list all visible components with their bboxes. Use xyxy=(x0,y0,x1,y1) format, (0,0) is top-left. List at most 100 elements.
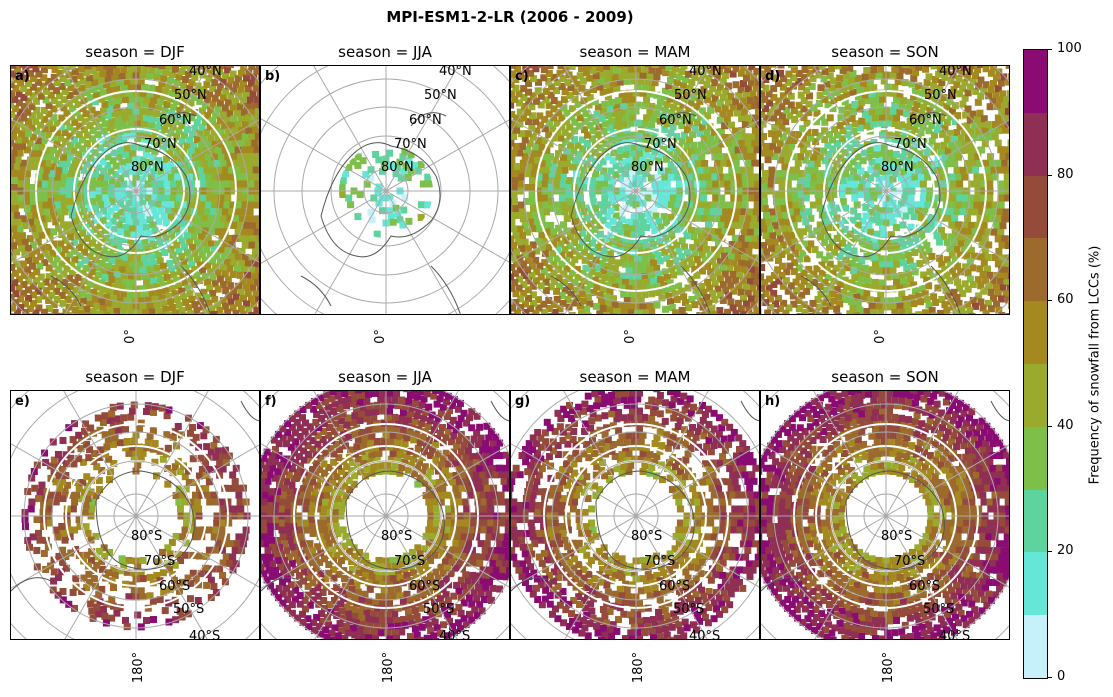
colorbar-tick-mark xyxy=(1048,425,1052,427)
latitude-label: 80°N xyxy=(131,160,164,175)
coastline xyxy=(300,112,461,314)
coastline xyxy=(800,112,961,314)
latitude-label: 40°S xyxy=(689,629,721,640)
colorbar xyxy=(1023,49,1048,679)
coastline xyxy=(11,400,259,592)
graticule xyxy=(761,66,1009,314)
polar-map xyxy=(761,66,1009,314)
longitude-label: 0° xyxy=(122,329,138,344)
panel-label: e) xyxy=(15,394,30,409)
map-panel-e: e) 80°S 70°S 60°S 50°S 40°S xyxy=(10,390,260,640)
colorbar-tick-mark xyxy=(1048,677,1052,678)
longitude-label: 0° xyxy=(622,329,638,344)
panel-label: b) xyxy=(265,69,281,84)
graticule xyxy=(11,391,259,639)
snowfall-field xyxy=(511,391,759,639)
latitude-label: 40°N xyxy=(439,65,472,79)
latitude-label: 80°N xyxy=(881,160,914,175)
latitude-label: 80°N xyxy=(381,160,414,175)
panel-title: season = MAM xyxy=(579,368,691,386)
panel-label: d) xyxy=(765,69,781,84)
polar-map xyxy=(761,391,1009,639)
latitude-label: 50°N xyxy=(424,88,457,103)
latitude-label: 60°N xyxy=(659,113,692,128)
longitude-label: 0° xyxy=(872,329,888,344)
map-panel-h: h) 80°S 70°S 60°S 50°S 40°S xyxy=(760,390,1010,640)
panel-title: season = JJA xyxy=(338,368,432,386)
latitude-label: 60°S xyxy=(909,579,941,594)
colorbar-tick-mark xyxy=(1048,551,1052,553)
latitude-label: 60°S xyxy=(659,579,691,594)
longitude-label: 180° xyxy=(631,651,647,684)
map-panel-f: f) 80°S 70°S 60°S 50°S 40°S xyxy=(260,390,510,640)
colorbar-bin xyxy=(1024,301,1047,364)
latitude-label: 70°S xyxy=(394,554,426,569)
colorbar-tick-label: 60 xyxy=(1057,292,1074,308)
colorbar-bin xyxy=(1024,489,1047,553)
polar-map xyxy=(11,391,259,639)
latitude-label: 50°N xyxy=(674,88,707,103)
coastline xyxy=(761,400,1009,592)
colorbar-tick-mark xyxy=(1048,174,1052,176)
graticule xyxy=(261,391,509,639)
map-panel-d: d) 40°N 50°N 60°N 70°N 80°N xyxy=(760,65,1010,315)
coastline xyxy=(550,112,711,314)
panel-label: h) xyxy=(765,394,781,409)
latitude-label: 70°N xyxy=(144,137,177,152)
latitude-label: 80°S xyxy=(881,529,913,544)
colorbar-tick-label: 40 xyxy=(1057,417,1074,433)
latitude-label: 60°S xyxy=(159,579,191,594)
latitude-label: 40°N xyxy=(939,65,972,79)
map-panel-g: g) 80°S 70°S 60°S 50°S 40°S xyxy=(510,390,760,640)
colorbar-bin xyxy=(1024,238,1047,302)
latitude-label: 60°N xyxy=(159,113,192,128)
graticule xyxy=(511,66,759,314)
longitude-label: 180° xyxy=(131,651,147,684)
colorbar-bin xyxy=(1024,175,1047,239)
polar-map xyxy=(11,66,259,314)
graticule xyxy=(511,391,759,639)
latitude-label: 80°S xyxy=(631,529,663,544)
latitude-label: 60°N xyxy=(909,113,942,128)
latitude-label: 70°N xyxy=(394,137,427,152)
map-panel-b: b) 40°N 50°N 60°N 70°N 80°N xyxy=(260,65,510,315)
panel-title: season = SON xyxy=(831,368,939,386)
panel-label: a) xyxy=(15,69,30,84)
snowfall-field xyxy=(261,391,509,639)
colorbar-tick-mark xyxy=(1048,49,1052,50)
colorbar-bin xyxy=(1024,426,1047,490)
panel-title: season = MAM xyxy=(579,43,691,61)
latitude-label: 40°S xyxy=(939,629,971,640)
latitude-label: 60°S xyxy=(409,579,441,594)
latitude-label: 80°S xyxy=(131,529,163,544)
colorbar-tick-mark xyxy=(1048,300,1052,302)
polar-map xyxy=(261,391,509,639)
map-panel-a: a) 40°N 50°N 60°N 70°N 80°N xyxy=(10,65,260,315)
latitude-label: 50°S xyxy=(673,602,705,617)
latitude-label: 50°S xyxy=(423,602,455,617)
panel-title: season = JJA xyxy=(338,43,432,61)
colorbar-bin xyxy=(1024,552,1047,616)
colorbar-tick-label: 20 xyxy=(1057,543,1074,559)
colorbar-bin xyxy=(1024,615,1047,678)
panel-label: f) xyxy=(265,394,277,409)
colorbar-tick-label: 0 xyxy=(1057,669,1066,684)
longitude-label: 180° xyxy=(381,651,397,684)
panel-title: season = DJF xyxy=(85,368,185,386)
latitude-label: 40°S xyxy=(439,629,471,640)
graticule xyxy=(761,391,1009,639)
colorbar-bin xyxy=(1024,364,1047,427)
latitude-label: 50°N xyxy=(924,88,957,103)
latitude-label: 70°N xyxy=(894,137,927,152)
longitude-label: 180° xyxy=(881,651,897,684)
graticule xyxy=(11,66,259,314)
latitude-label: 60°N xyxy=(409,113,442,128)
polar-map xyxy=(511,391,759,639)
coastline xyxy=(511,400,759,592)
colorbar-bin xyxy=(1024,112,1047,176)
colorbar-bin xyxy=(1024,50,1047,113)
figure-title: MPI-ESM1-2-LR (2006 - 2009) xyxy=(386,8,634,26)
latitude-label: 50°N xyxy=(174,88,207,103)
colorbar-tick-label: 100 xyxy=(1057,41,1082,56)
polar-map xyxy=(511,66,759,314)
